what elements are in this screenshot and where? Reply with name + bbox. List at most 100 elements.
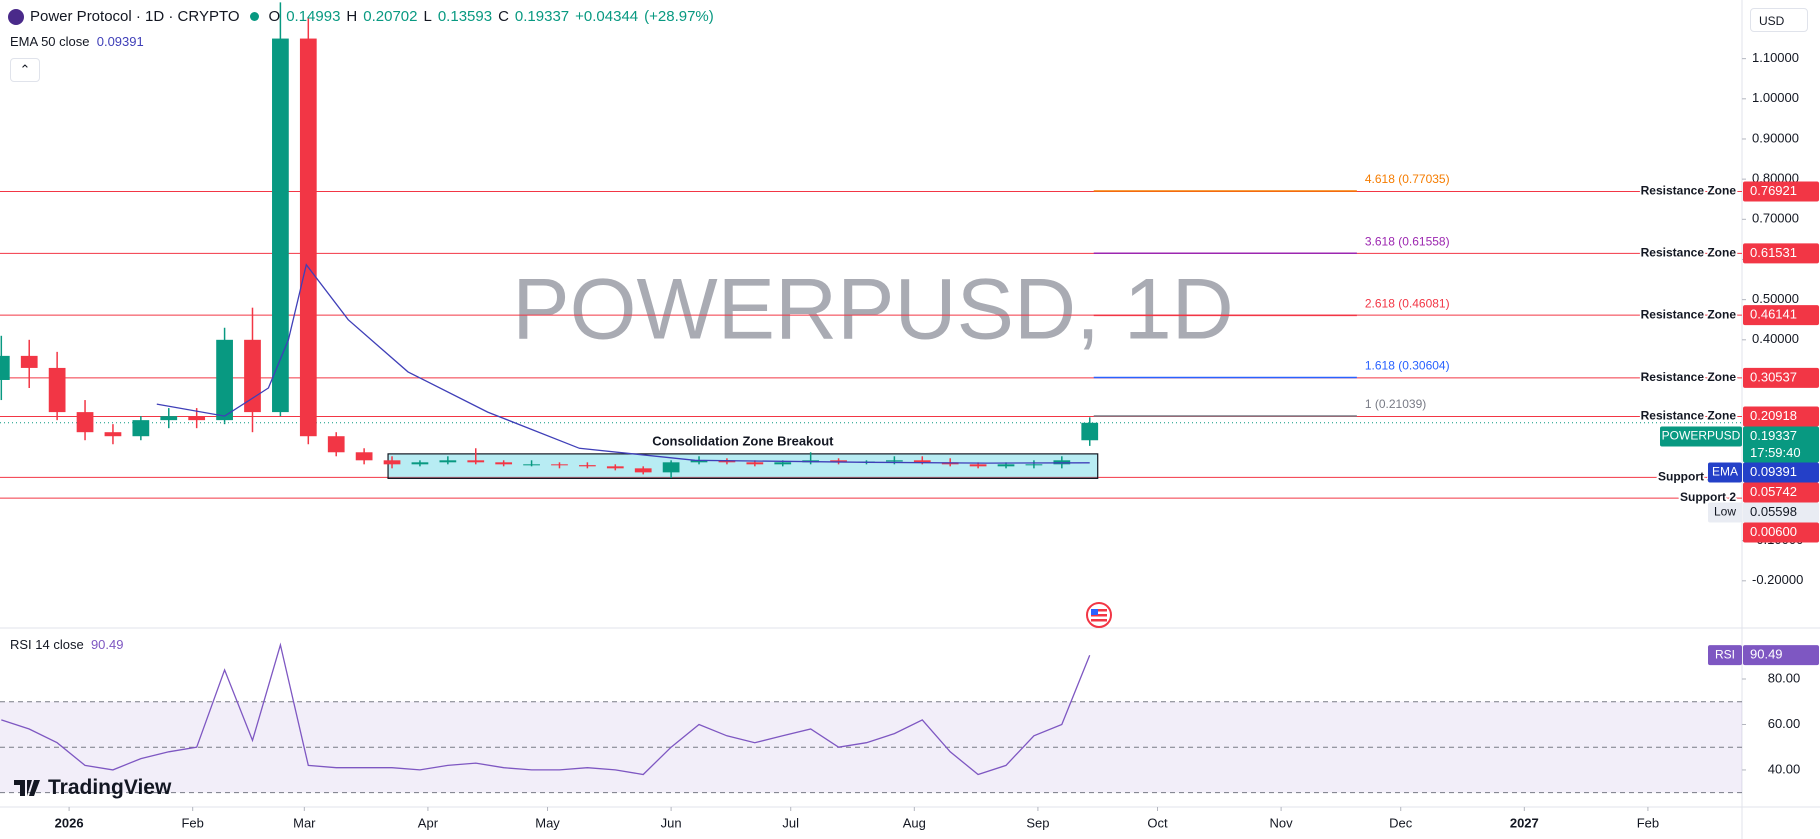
logo-text: TradingView: [48, 776, 172, 799]
price-tag: [1743, 305, 1819, 326]
price-tag-label: 90.49: [1750, 647, 1783, 662]
candle-body: [104, 432, 122, 437]
change-pct: (+28.97%): [644, 8, 714, 25]
x-tick-label: 2026: [55, 815, 84, 830]
candle-body: [830, 460, 847, 463]
price-tag-label: 0.61531: [1750, 245, 1797, 260]
x-tick-label: Oct: [1147, 815, 1168, 830]
zone-label: Resistance Zone: [1641, 184, 1737, 198]
rsi-legend: RSI 14 close 90.49: [10, 637, 123, 652]
candle-body: [299, 38, 317, 437]
candle-body: [48, 367, 66, 413]
candle-body: [634, 468, 652, 473]
x-tick-label: Feb: [181, 815, 203, 830]
price-pane: Resistance Zone Resistance Zone Resistance…: [0, 2, 1742, 506]
x-tick-label: 2027: [1510, 815, 1539, 830]
x-tick-label: Mar: [293, 815, 316, 830]
logo-icon: [14, 780, 40, 796]
rsi-name: RSI 14 close: [10, 637, 84, 652]
zone-label: Resistance Zone: [1641, 245, 1737, 259]
price-tag: [1743, 367, 1819, 388]
candle-body: [1081, 422, 1099, 441]
candle-body: [0, 355, 10, 380]
open-value: 0.14993: [286, 8, 341, 25]
axes: 1.100001.000000.900000.800000.700000.600…: [55, 50, 1819, 830]
y-tick-label: 0.50000: [1752, 291, 1799, 306]
price-tag-label: 0.05742: [1750, 484, 1797, 499]
candle-body: [244, 339, 261, 413]
x-tick-label: Nov: [1270, 815, 1294, 830]
x-tick-label: May: [535, 815, 560, 830]
close-value: 0.19337: [514, 8, 570, 25]
countdown: 17:59:40: [1750, 445, 1801, 460]
zone-label: Resistance Zone: [1641, 370, 1737, 384]
candle-body: [76, 412, 94, 433]
symbol: Power Protocol · 1D · CRYPTO: [30, 8, 240, 25]
x-tick-label: Jun: [661, 815, 682, 830]
watermark: POWERPUSD, 1D: [512, 262, 1234, 358]
x-tick-label: Dec: [1389, 815, 1413, 830]
tag-caption: Low: [1714, 505, 1736, 519]
fib-label: 3.618 (0.61558): [1365, 234, 1450, 248]
candle-body: [551, 464, 568, 466]
candle-body: [997, 464, 1015, 467]
candle-body: [355, 452, 373, 461]
tag-caption-box: [1708, 502, 1742, 523]
logo: TradingView: [14, 776, 171, 800]
y-tick-label: 1.00000: [1752, 90, 1799, 105]
candle-body: [523, 464, 540, 466]
collapse-button[interactable]: ⌃: [10, 58, 40, 82]
price-tag: [1743, 502, 1819, 523]
ema-name: EMA 50 close: [10, 34, 90, 49]
candle-body: [913, 460, 931, 463]
x-tick-label: Aug: [903, 815, 926, 830]
y-tick-label: 0.90000: [1752, 130, 1799, 145]
price-tag-label: 0.19337: [1750, 428, 1797, 443]
flag-icon: [1086, 602, 1112, 628]
y-tick-label: 80.00: [1768, 670, 1801, 685]
fib-label: 1 (0.21039): [1365, 397, 1426, 411]
candle-body: [467, 460, 485, 463]
price-tag: [1743, 426, 1819, 463]
ema-legend: EMA 50 close 0.09391: [10, 34, 144, 49]
o-label: O: [268, 8, 281, 25]
candle-body: [606, 466, 624, 469]
ema-line: [156, 263, 1090, 464]
x-tick-label: Feb: [1637, 815, 1659, 830]
price-tag: [1743, 181, 1819, 202]
rsi-value: 90.49: [90, 637, 124, 652]
candle-body: [774, 462, 792, 465]
l-label: L: [423, 8, 432, 25]
price-tag: [1743, 243, 1819, 264]
tag-caption-box: [1660, 426, 1742, 447]
high-value: 0.20702: [363, 8, 418, 25]
candle-body: [690, 460, 708, 463]
candle-body: [439, 460, 457, 463]
fib-label: 1.618 (0.30604): [1365, 359, 1450, 373]
market-status: [249, 12, 259, 21]
price-tag: [1743, 645, 1819, 666]
box-label: Consolidation Zone Breakout: [652, 433, 834, 448]
change: +0.04344: [575, 8, 639, 25]
fib-label: 2.618 (0.46081): [1365, 297, 1450, 311]
tag-caption-box: [1708, 645, 1742, 666]
x-tick-label: Jul: [782, 815, 799, 830]
fib-label: 4.618 (0.77035): [1365, 172, 1450, 186]
currency-button[interactable]: USD: [1750, 8, 1808, 32]
candle-body: [383, 460, 401, 465]
price-tag-label: 0.00600: [1750, 524, 1797, 539]
candle-body: [132, 420, 150, 437]
y-tick-label: 0.40000: [1752, 331, 1799, 346]
candle-body: [188, 416, 206, 421]
price-tag: [1743, 482, 1819, 503]
candle-body: [216, 339, 233, 421]
price-tag-label: 0.30537: [1750, 369, 1797, 384]
candle-body: [886, 460, 903, 462]
zone-label: Resistance Zone: [1641, 307, 1737, 321]
symbol-logo: [8, 8, 24, 25]
zone-label: Support 2: [1680, 490, 1736, 504]
price-tag-label: 0.76921: [1750, 183, 1797, 198]
